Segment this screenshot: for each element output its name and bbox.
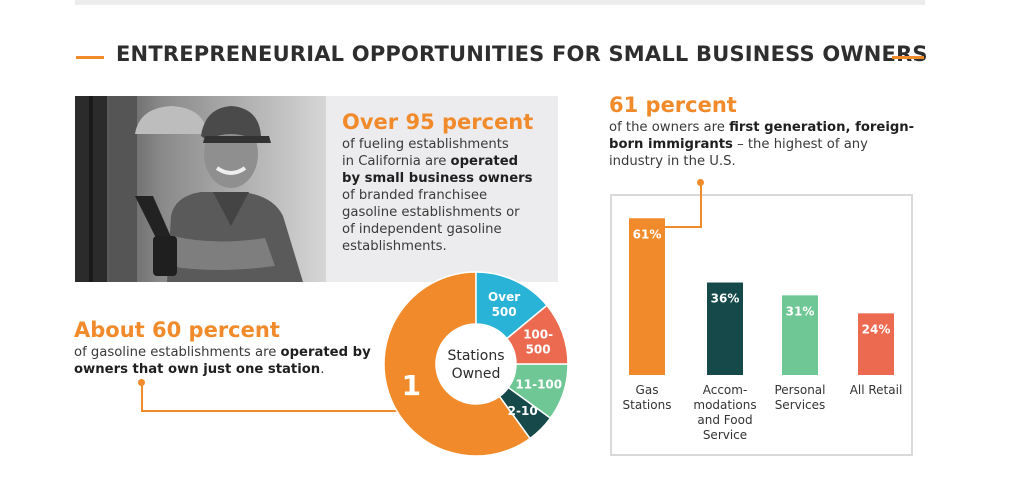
bar-category-label-2: Personal Services: [774, 383, 825, 412]
donut-slice-4: [475, 271, 548, 340]
title-row: ENTREPRENEURIAL OPPORTUNITIES FOR SMALL …: [0, 42, 1024, 72]
stat3-connector-vertical: [700, 183, 702, 228]
stat3-connector-dot: [697, 179, 704, 186]
stat-61-percent: 61 percent of the owners are first gener…: [609, 93, 919, 170]
bar-category-label-1: Accom-modations and Food Service: [693, 383, 756, 442]
donut-center-label: Stations Owned: [447, 348, 504, 382]
stat3-body: of the owners are first generation, fore…: [609, 120, 915, 169]
bar-value-label-1: 36%: [711, 292, 740, 306]
donut-slice-label-3: 100-500: [523, 327, 553, 356]
bar-value-label-3: 24%: [862, 322, 891, 336]
donut-slice-label-2: 11-100: [515, 378, 562, 392]
stat3-connector-horizontal: [665, 226, 702, 228]
stat1-heading: Over 95 percent: [342, 110, 534, 134]
title-accent-left: [76, 56, 104, 59]
bar-value-label-0: 61%: [633, 227, 662, 241]
page-title: ENTREPRENEURIAL OPPORTUNITIES FOR SMALL …: [116, 42, 928, 66]
donut-slice-label-4: Over 500: [488, 290, 520, 319]
donut-slice-label-0: 1: [402, 369, 421, 402]
donut-slice-0: [383, 271, 532, 457]
bar-category-label-3: All Retail: [850, 383, 903, 397]
stat-about-60-percent: About 60 percent of gasoline establishme…: [74, 318, 374, 378]
gas-attendant-photo: [75, 96, 326, 282]
bar-0: [629, 218, 665, 375]
stat2-heading: About 60 percent: [74, 318, 280, 342]
stat2-connector-horizontal: [141, 410, 406, 412]
stat3-heading: 61 percent: [609, 93, 737, 117]
immigrant-owners-bar-chart-frame: [610, 194, 913, 456]
photo-panel: [75, 96, 558, 282]
stat2-body: of gasoline establishments are operated …: [74, 345, 371, 377]
stat1-body: of fueling establishments in California …: [342, 137, 533, 254]
stat2-connector-vertical: [141, 382, 143, 412]
stat-over-95-percent: Over 95 percent of fueling establishment…: [342, 110, 552, 255]
donut-hole: [436, 324, 516, 404]
immigrant-owners-bar-chart: 61% Gas Stations 36% Accom-modations and Food…: [623, 218, 903, 442]
donut-slice-label-1: 2-10: [508, 404, 538, 418]
stat2-connector-dot: [138, 379, 145, 386]
bar-3: [858, 313, 894, 375]
top-divider: [75, 0, 925, 5]
bar-category-label-0: Gas Stations: [623, 383, 672, 412]
bar-value-label-2: 31%: [786, 304, 815, 318]
title-accent-right: [892, 56, 924, 59]
bar-1: [707, 282, 743, 375]
bar-2: [782, 295, 818, 375]
